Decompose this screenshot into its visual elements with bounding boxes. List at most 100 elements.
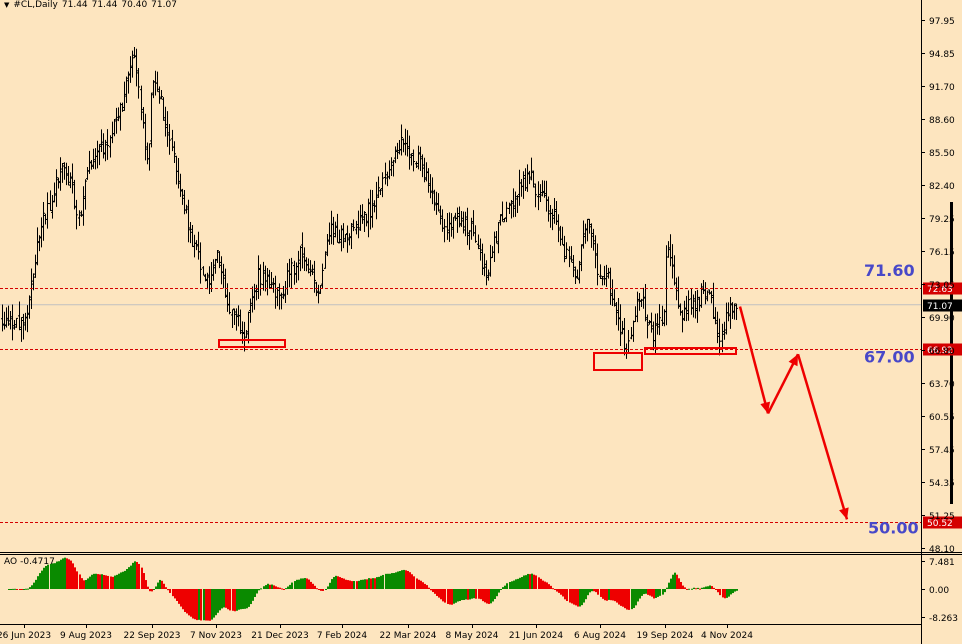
axes: 97.95 94.85 91.70 88.60 85.50 82.40 79.25 76.15… (0, 17, 958, 641)
ao-bar (35, 579, 37, 589)
projection-arrows (738, 306, 849, 520)
ao-bar (401, 570, 403, 589)
ao-bar (713, 587, 715, 589)
ao-bar (157, 582, 159, 589)
ao-bar (709, 585, 711, 589)
ao-bar (76, 571, 78, 589)
ao-bar (209, 589, 211, 621)
ao-bar (616, 589, 618, 603)
ao-bar (564, 589, 566, 600)
ao-bar (722, 589, 724, 598)
date-axis-label: 21 Jun 2024 (509, 631, 563, 641)
ao-bar (122, 571, 124, 589)
ao-bar (589, 589, 591, 593)
ao-bar (256, 589, 258, 594)
projection-segment (796, 353, 849, 520)
open-value: 71.44 (61, 0, 88, 10)
ao-bar (186, 589, 188, 614)
ao-bar (200, 589, 202, 621)
date-axis-label: 7 Feb 2024 (317, 631, 368, 641)
level-badge-label: 66.92 (927, 346, 953, 356)
ao-bar (374, 578, 376, 589)
ao-bar (395, 572, 397, 589)
ao-bar (529, 574, 531, 589)
ao-bar (331, 579, 333, 589)
ao-bar (89, 576, 91, 589)
price-axis-label: 57.45 (929, 446, 955, 456)
ao-bar (469, 589, 471, 600)
ao-bar (335, 575, 337, 589)
ao-bar (254, 589, 256, 597)
ao-bar (647, 589, 649, 595)
ao-bar (215, 589, 217, 616)
ao-bar (43, 567, 45, 589)
ao-bar (610, 589, 612, 601)
ao-bar (496, 589, 498, 597)
ao-bar (465, 589, 467, 600)
ao-bar (31, 585, 33, 589)
price-axis-label: 66.80 (929, 347, 955, 357)
ao-bar (382, 574, 384, 589)
ao-bar (116, 574, 118, 589)
ao-bar (60, 559, 62, 589)
ao-bar (273, 585, 275, 589)
ao-bar (409, 572, 411, 589)
date-axis-label: 22 Sep 2023 (123, 631, 180, 641)
ao-bar (353, 581, 355, 589)
ao-bar (99, 574, 101, 589)
ao-bar (728, 589, 730, 597)
ao-bar (250, 589, 252, 605)
ao-bar (525, 575, 527, 589)
price-axis-label: 60.55 (929, 413, 955, 423)
ao-bar (657, 589, 659, 597)
date-axis-label: 8 May 2024 (446, 631, 499, 641)
ao-bar (320, 589, 322, 591)
ao-bar (33, 582, 35, 589)
ao-bar (711, 586, 713, 589)
ao-bar (223, 589, 225, 608)
ao-bar (393, 573, 395, 589)
ao-bar (595, 589, 597, 593)
ao-bar (682, 585, 684, 589)
ao-bar (552, 588, 554, 590)
ao-bar (161, 580, 163, 589)
ao-bar (37, 576, 39, 589)
ao-bar (198, 589, 200, 620)
ao-bar (318, 589, 320, 590)
ao-bar (715, 589, 717, 590)
ao-bar (271, 584, 273, 589)
ao-bar (174, 589, 176, 599)
ao-bar (606, 589, 608, 601)
level-annotation: 67.00 (864, 348, 915, 367)
ao-bar (45, 565, 47, 589)
ao-bar (504, 585, 506, 589)
ao-bar (267, 583, 269, 589)
current-price-badge (923, 299, 962, 312)
support-zone-boxes (218, 339, 737, 371)
ao-bar (376, 577, 378, 589)
ao-axis-label: -8.263 (929, 614, 958, 624)
level-badge (923, 282, 962, 295)
ao-bar (659, 589, 661, 596)
ao-bar (240, 589, 242, 610)
ao-bar (322, 589, 324, 591)
ao-bar (114, 575, 116, 589)
ao-bar (91, 574, 93, 589)
ao-bar (159, 579, 161, 589)
ao-bar (260, 588, 262, 590)
ao-bar (310, 581, 312, 589)
ao-bar (418, 579, 420, 589)
ao-bar (612, 589, 614, 601)
ao-bar (25, 588, 27, 590)
ao-bar (517, 578, 519, 589)
ao-bar (494, 589, 496, 600)
ao-bar (232, 589, 234, 611)
dropdown-triangle-icon[interactable]: ▼ (4, 1, 10, 9)
support-zone-box (644, 347, 737, 355)
ao-bar (397, 571, 399, 589)
chart-header: ▼ #CL,Daily 71.44 71.44 70.40 71.07 (4, 0, 177, 10)
ao-bar (52, 563, 54, 589)
price-axis-label: 73.05 (929, 281, 955, 291)
ao-bar (434, 589, 436, 594)
